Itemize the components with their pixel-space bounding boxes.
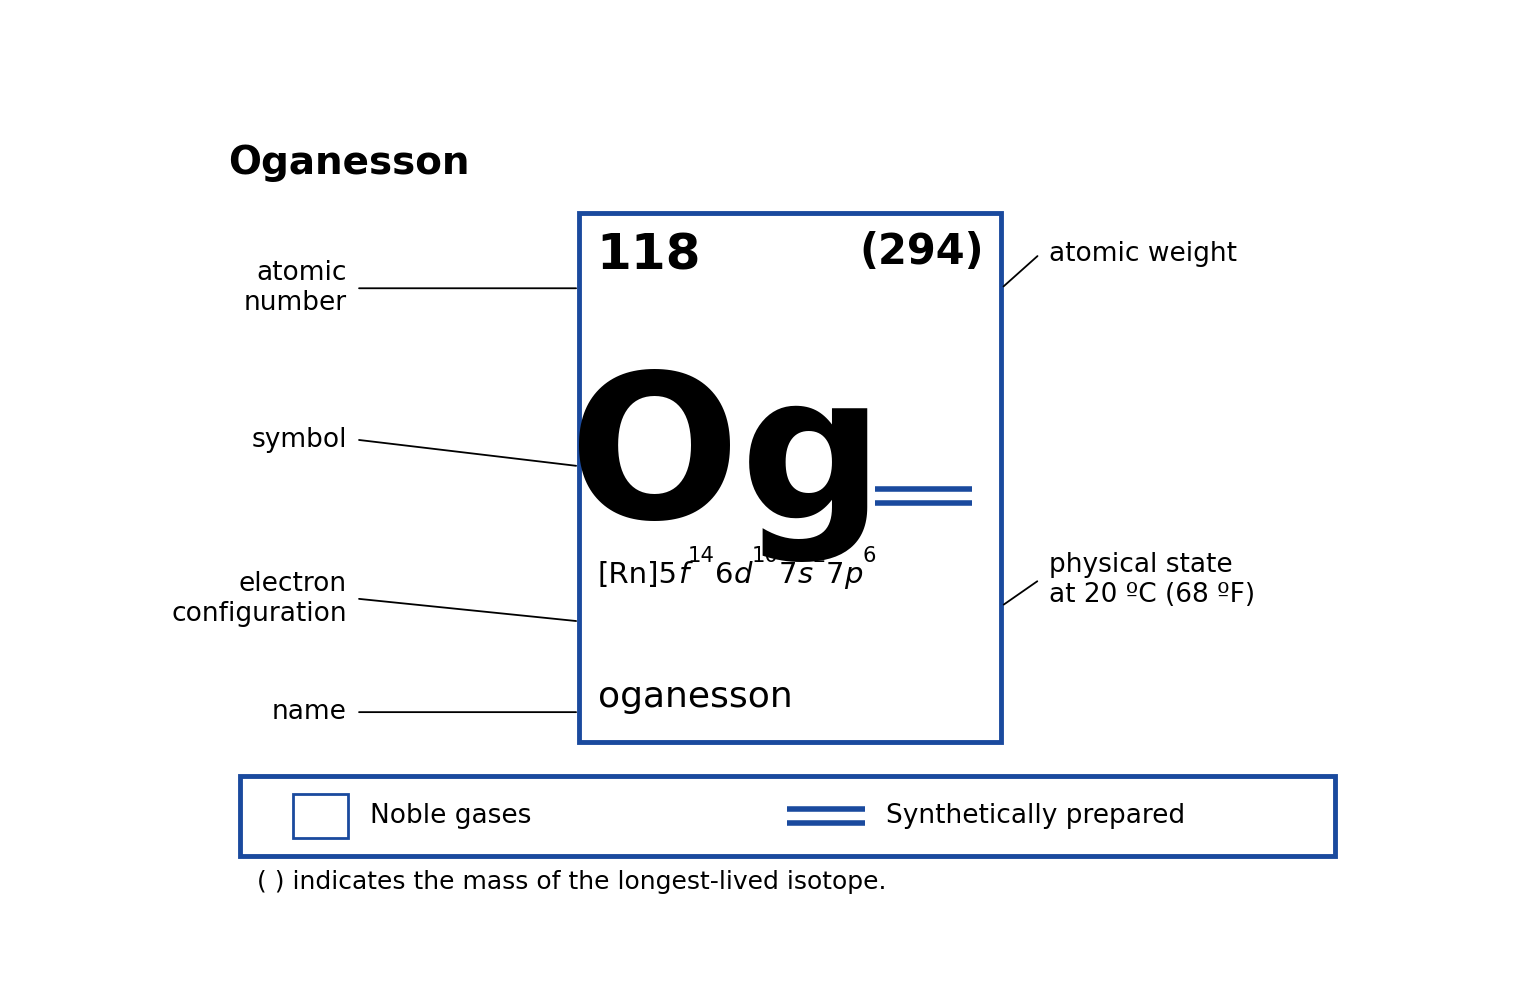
Text: 2: 2 (813, 547, 826, 566)
Text: p: p (845, 561, 863, 590)
Text: physical state
at 20 ºC (68 ºF): physical state at 20 ºC (68 ºF) (1049, 551, 1255, 607)
Bar (293, 794, 349, 838)
Text: Oganesson: Oganesson (227, 145, 468, 183)
Text: electron
configuration: electron configuration (170, 570, 347, 626)
Bar (240, 777, 1335, 856)
Text: s: s (797, 561, 813, 590)
Text: ( ) indicates the mass of the longest-lived isotope.: ( ) indicates the mass of the longest-li… (258, 870, 886, 894)
Text: Synthetically prepared: Synthetically prepared (886, 803, 1186, 830)
Text: 10: 10 (753, 547, 779, 566)
Text: Noble gases: Noble gases (370, 803, 531, 830)
Text: 118: 118 (598, 232, 702, 279)
Text: atomic weight: atomic weight (1049, 241, 1236, 267)
Text: oganesson: oganesson (598, 679, 793, 714)
Text: name: name (272, 699, 347, 725)
Bar (579, 212, 1001, 742)
Text: d: d (734, 561, 753, 590)
Text: 7: 7 (826, 561, 845, 590)
Text: 14: 14 (688, 547, 716, 566)
Text: symbol: symbol (252, 427, 347, 452)
Text: 6: 6 (716, 561, 734, 590)
Text: f: f (677, 561, 688, 590)
Text: 7: 7 (779, 561, 797, 590)
Text: [Rn]5: [Rn]5 (598, 561, 677, 590)
Text: Og: Og (570, 367, 885, 561)
Text: (294): (294) (859, 232, 983, 273)
Text: atomic
number: atomic number (244, 260, 347, 317)
Text: 6: 6 (863, 547, 877, 566)
